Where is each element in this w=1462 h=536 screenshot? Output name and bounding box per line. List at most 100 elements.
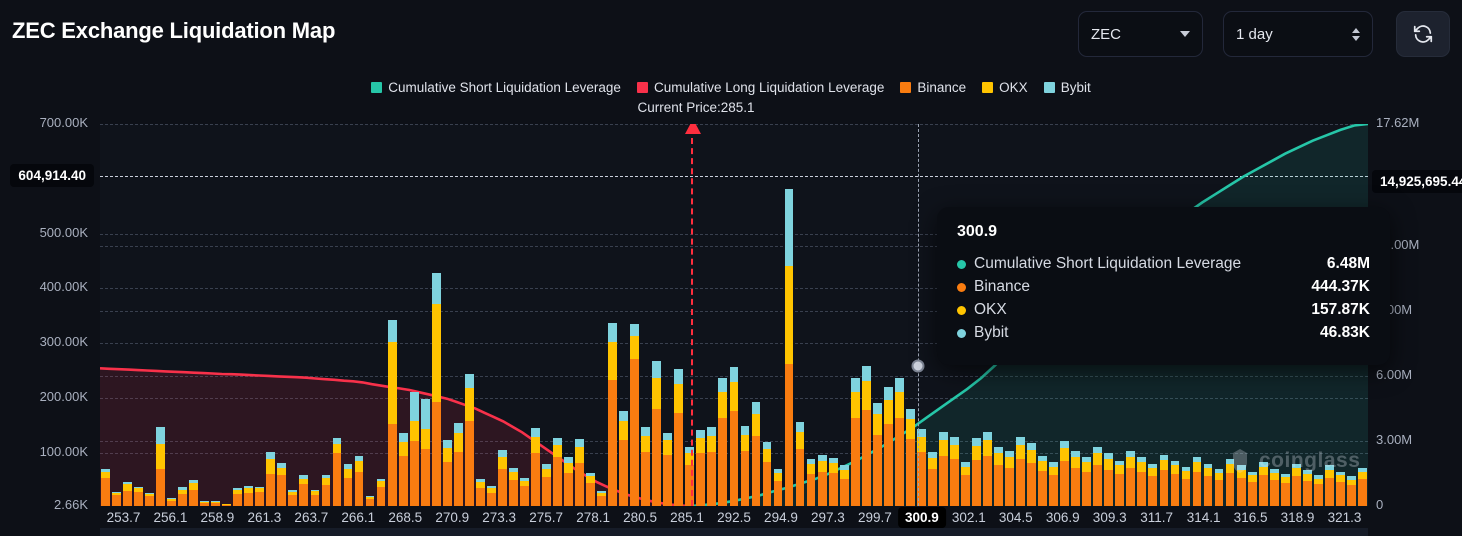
bar[interactable] [762, 441, 772, 506]
bar[interactable] [1148, 463, 1158, 506]
bar[interactable] [123, 481, 132, 506]
bar[interactable] [850, 377, 860, 506]
bar[interactable] [1082, 456, 1092, 506]
bar[interactable] [299, 475, 309, 506]
bar[interactable] [1280, 473, 1290, 506]
bar[interactable] [1203, 463, 1213, 506]
bar[interactable] [365, 496, 375, 506]
legend-item-binance[interactable]: Binance [900, 80, 966, 95]
bar[interactable] [321, 474, 331, 506]
bar[interactable] [784, 189, 794, 506]
bar[interactable] [883, 386, 893, 506]
bar[interactable] [343, 464, 353, 506]
bar[interactable] [1302, 470, 1312, 506]
interval-select[interactable]: 1 day [1223, 11, 1373, 57]
bar[interactable] [277, 463, 287, 506]
bar[interactable] [310, 489, 320, 506]
bar[interactable] [233, 487, 243, 506]
bar[interactable] [1071, 450, 1081, 506]
bar[interactable] [938, 432, 948, 506]
legend-item-cumulative-short[interactable]: Cumulative Short Liquidation Leverage [371, 80, 621, 95]
bar[interactable] [1093, 446, 1103, 506]
bar[interactable] [839, 464, 849, 506]
bar[interactable] [1104, 452, 1114, 506]
bar[interactable] [663, 432, 673, 506]
legend-item-cumulative-long[interactable]: Cumulative Long Liquidation Leverage [636, 80, 884, 95]
bar[interactable] [156, 427, 165, 506]
bar[interactable] [255, 486, 265, 506]
bar[interactable] [1247, 471, 1257, 506]
legend-item-okx[interactable]: OKX [982, 80, 1028, 95]
bar[interactable] [950, 437, 959, 506]
bar[interactable] [1027, 443, 1037, 506]
bar[interactable] [542, 464, 551, 506]
bar[interactable] [740, 426, 750, 506]
symbol-select[interactable]: ZEC [1078, 11, 1203, 57]
bar[interactable] [817, 455, 827, 506]
bar[interactable] [553, 438, 562, 506]
bar[interactable] [531, 428, 540, 506]
bar[interactable] [1346, 476, 1356, 506]
bar[interactable] [520, 477, 529, 506]
bar[interactable] [1060, 440, 1070, 506]
bar[interactable] [354, 456, 364, 506]
bar[interactable] [431, 272, 441, 506]
bar[interactable] [994, 446, 1003, 506]
bar[interactable] [916, 428, 926, 506]
bar[interactable] [564, 457, 573, 506]
bar[interactable] [1335, 471, 1345, 506]
bar[interactable] [1038, 455, 1048, 506]
bar[interactable] [387, 319, 397, 506]
bar[interactable] [685, 446, 695, 506]
bar[interactable] [398, 432, 408, 506]
bar[interactable] [332, 438, 342, 506]
bar[interactable] [894, 377, 904, 506]
bar[interactable] [608, 323, 618, 506]
bar[interactable] [376, 478, 386, 506]
bar[interactable] [497, 450, 507, 506]
bar[interactable] [112, 491, 121, 506]
bar[interactable] [145, 492, 154, 506]
bar[interactable] [134, 487, 143, 506]
bar[interactable] [718, 377, 728, 506]
bar[interactable] [1192, 456, 1202, 506]
bar[interactable] [1115, 460, 1125, 506]
refresh-button[interactable] [1396, 11, 1450, 57]
bar[interactable] [872, 403, 882, 506]
bar[interactable] [696, 429, 706, 506]
bar[interactable] [178, 487, 187, 506]
bar[interactable] [1357, 467, 1367, 506]
bar[interactable] [1324, 465, 1334, 506]
bar[interactable] [1170, 460, 1180, 506]
legend-item-bybit[interactable]: Bybit [1043, 80, 1091, 95]
bar[interactable] [1181, 466, 1191, 506]
bar[interactable] [1291, 463, 1301, 506]
bar[interactable] [575, 439, 584, 506]
bar[interactable] [453, 422, 463, 506]
bar[interactable] [707, 427, 717, 506]
bar[interactable] [905, 408, 915, 506]
bar[interactable] [1236, 465, 1246, 506]
bar[interactable] [200, 501, 210, 506]
bar[interactable] [244, 486, 254, 506]
bar[interactable] [773, 468, 783, 506]
bar[interactable] [409, 392, 419, 506]
bar[interactable] [288, 490, 298, 506]
bar[interactable] [189, 480, 199, 506]
bar[interactable] [101, 468, 110, 506]
bar[interactable] [211, 501, 221, 506]
bar[interactable] [674, 369, 684, 506]
bar[interactable] [1016, 437, 1025, 506]
bar[interactable] [641, 427, 651, 506]
bar[interactable] [652, 361, 662, 506]
bar[interactable] [806, 458, 816, 506]
bar[interactable] [1269, 468, 1279, 506]
bar[interactable] [475, 478, 485, 506]
bar[interactable] [597, 491, 606, 506]
bar[interactable] [1049, 461, 1059, 506]
bar[interactable] [442, 440, 452, 506]
bar[interactable] [1126, 450, 1136, 506]
bar[interactable] [927, 451, 937, 506]
bar[interactable] [828, 457, 838, 506]
bar[interactable] [486, 486, 496, 506]
